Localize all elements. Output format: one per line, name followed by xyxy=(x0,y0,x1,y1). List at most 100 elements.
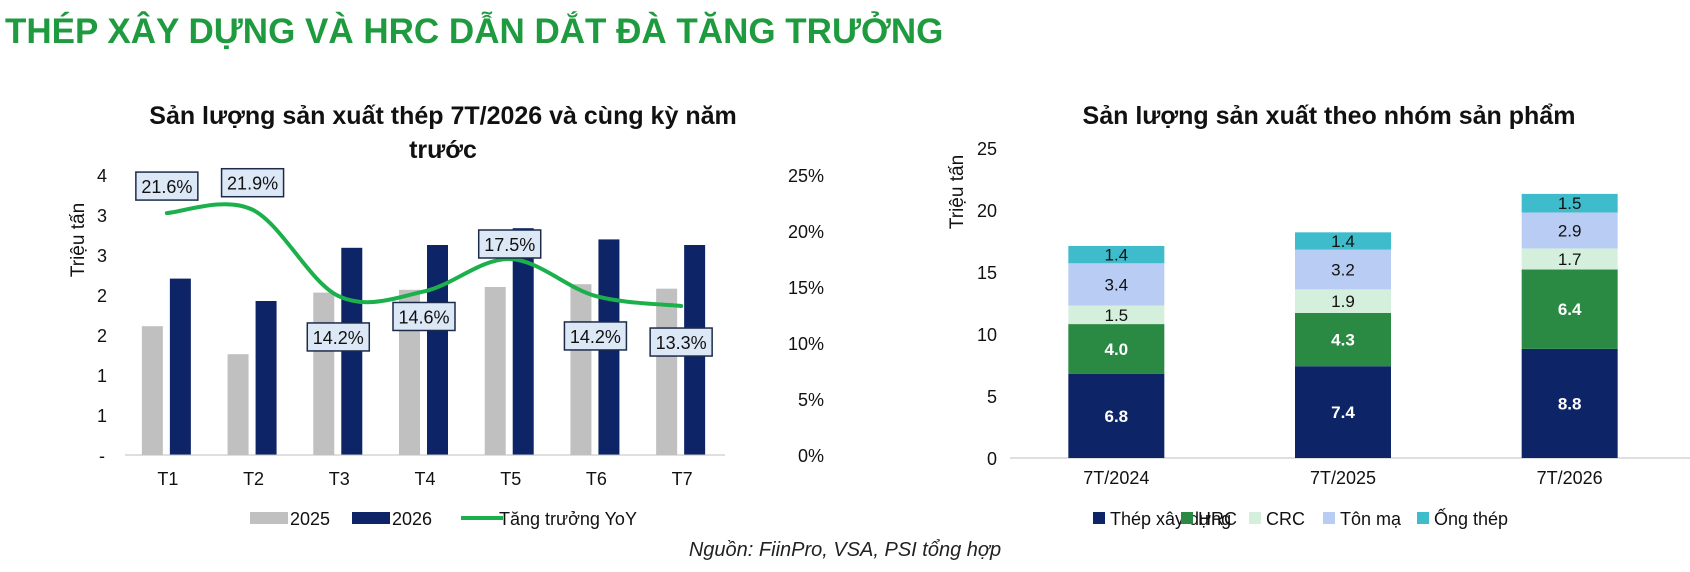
chart1-ytick-label: 3 xyxy=(97,206,107,226)
chart2-ytick-label: 5 xyxy=(987,387,997,407)
chart1-ytick-label: - xyxy=(99,446,105,466)
yoy-data-label: 21.9% xyxy=(227,174,278,194)
stack-ong-thep-0 xyxy=(1068,245,1165,264)
stack-value-label: 1.7 xyxy=(1558,250,1582,269)
legend-hrc-swatch xyxy=(1181,512,1193,524)
legend-2025-swatch xyxy=(250,512,288,524)
chart1-xtick-label: T4 xyxy=(414,469,435,489)
stack-value-label: 3.4 xyxy=(1105,275,1129,294)
bar-2025-t5 xyxy=(484,287,506,455)
bar-2025-t1 xyxy=(141,326,163,455)
chart1-xtick-label: T3 xyxy=(329,469,350,489)
chart1-y2tick-label: 25% xyxy=(788,166,824,186)
chart2-xtick-label: 7T/2025 xyxy=(1310,468,1376,488)
chart1-xtick-label: T7 xyxy=(672,469,693,489)
stack-hrc-2 xyxy=(1521,269,1618,349)
chart1-ytick-label: 1 xyxy=(97,406,107,426)
chart1-title: Sản lượng sản xuất thép 7T/2026 và cùng … xyxy=(149,102,736,130)
legend-ton-ma-swatch xyxy=(1323,512,1335,524)
stack-value-label: 6.8 xyxy=(1105,407,1129,426)
chart1-xtick-label: T2 xyxy=(243,469,264,489)
yoy-data-label: 17.5% xyxy=(484,235,535,255)
bar-2025-t6 xyxy=(570,284,592,455)
stack-value-label: 8.8 xyxy=(1558,394,1582,413)
yoy-label-box xyxy=(477,229,542,259)
yoy-label-box xyxy=(306,322,371,352)
stack-hrc-1 xyxy=(1295,312,1391,367)
stack-ong-thep-1 xyxy=(1295,232,1391,250)
legend-2025-label: 2025 xyxy=(290,509,330,529)
legend-ton-ma-label: Tôn mạ xyxy=(1340,509,1402,529)
chart1-y2tick-label: 15% xyxy=(788,278,824,298)
yoy-label-box xyxy=(563,321,628,351)
bar-2026-t2 xyxy=(255,301,277,455)
legend-crc-label: CRC xyxy=(1266,509,1305,529)
chart2-ylabel: Triệu tấn xyxy=(947,155,968,229)
legend-ong-thep-swatch xyxy=(1417,512,1429,524)
chart1-xtick-label: T5 xyxy=(500,469,521,489)
chart2-xtick-label: 7T/2026 xyxy=(1537,468,1603,488)
stack-value-label: 1.9 xyxy=(1331,292,1355,311)
chart1-ytick-label: 2 xyxy=(97,326,107,346)
yoy-data-label: 13.3% xyxy=(656,333,707,353)
stack-value-label: 3.2 xyxy=(1331,261,1355,280)
yoy-label-box xyxy=(135,171,199,201)
chart2-title: Sản lượng sản xuất theo nhóm sản phẩm xyxy=(1083,102,1576,130)
stack-value-label: 1.4 xyxy=(1105,246,1129,265)
bar-2025-t2 xyxy=(227,354,249,455)
chart2-xtick-label: 7T/2024 xyxy=(1083,468,1149,488)
chart1-title: trước xyxy=(409,136,477,164)
stack-value-label: 1.5 xyxy=(1105,306,1129,325)
stack-crc-2 xyxy=(1521,248,1618,270)
yoy-label-box xyxy=(220,167,285,198)
stack-value-label: 1.4 xyxy=(1331,232,1355,251)
bar-2025-t3 xyxy=(313,292,335,455)
stack-value-label: 1.5 xyxy=(1558,194,1582,213)
stack-value-label: 2.9 xyxy=(1558,221,1582,240)
bar-2026-t4 xyxy=(427,245,448,455)
chart2-ytick-label: 15 xyxy=(977,263,997,283)
yoy-label-box xyxy=(649,327,713,357)
chart2-ytick-label: 0 xyxy=(987,449,997,469)
legend-hrc-label: HRC xyxy=(1198,509,1237,529)
chart1-ytick-label: 4 xyxy=(97,166,107,186)
stack-hrc-0 xyxy=(1068,324,1165,374)
stack-value-label: 6.4 xyxy=(1558,300,1582,319)
yoy-data-label: 14.6% xyxy=(398,307,449,327)
stack-value-label: 4.0 xyxy=(1105,340,1129,359)
stack-ong-thep-2 xyxy=(1521,193,1618,213)
stack-value-label: 4.3 xyxy=(1331,331,1355,350)
legend-thep-xay-dung-label: Thép xây dựng xyxy=(1110,509,1231,529)
stack-ton-ma-0 xyxy=(1068,263,1165,306)
stack-crc-0 xyxy=(1068,305,1165,325)
yoy-label-box xyxy=(392,301,456,332)
yoy-growth-line xyxy=(164,202,684,309)
source-note: Nguồn: FiinPro, VSA, PSI tổng hợp xyxy=(688,539,1002,561)
legend-thep-xay-dung-swatch xyxy=(1093,512,1105,524)
stack-value-label: 7.4 xyxy=(1331,403,1355,422)
legend-ong-thep-label: Ống thép xyxy=(1434,508,1508,529)
chart1-ytick-label: 1 xyxy=(97,366,107,386)
bar-2026-t5 xyxy=(512,228,534,455)
stack-ton-ma-2 xyxy=(1521,212,1618,249)
stack-crc-1 xyxy=(1295,289,1391,313)
stack-thep-xay-dung-0 xyxy=(1068,373,1165,458)
chart1-ylabel: Triệu tấn xyxy=(68,203,89,277)
chart1-ytick-label: 3 xyxy=(97,246,107,266)
stack-thep-xay-dung-1 xyxy=(1295,366,1391,458)
yoy-data-label: 14.2% xyxy=(313,328,364,348)
chart1-ytick-label: 2 xyxy=(97,286,107,306)
legend-2026-swatch xyxy=(352,512,390,524)
chart2-ytick-label: 25 xyxy=(977,139,997,159)
bar-2025-t7 xyxy=(656,288,678,455)
chart1-xtick-label: T6 xyxy=(586,469,607,489)
chart2-ytick-label: 10 xyxy=(977,325,997,345)
chart2-ytick-label: 20 xyxy=(977,201,997,221)
chart1-y2tick-label: 20% xyxy=(788,222,824,242)
chart1-y2tick-label: 5% xyxy=(798,390,824,410)
bar-2026-t1 xyxy=(169,278,191,455)
chart1-y2tick-label: 0% xyxy=(798,446,824,466)
page-title: THÉP XÂY DỰNG VÀ HRC DẪN DẮT ĐÀ TĂNG TRƯ… xyxy=(5,12,944,51)
stack-ton-ma-1 xyxy=(1295,249,1391,290)
